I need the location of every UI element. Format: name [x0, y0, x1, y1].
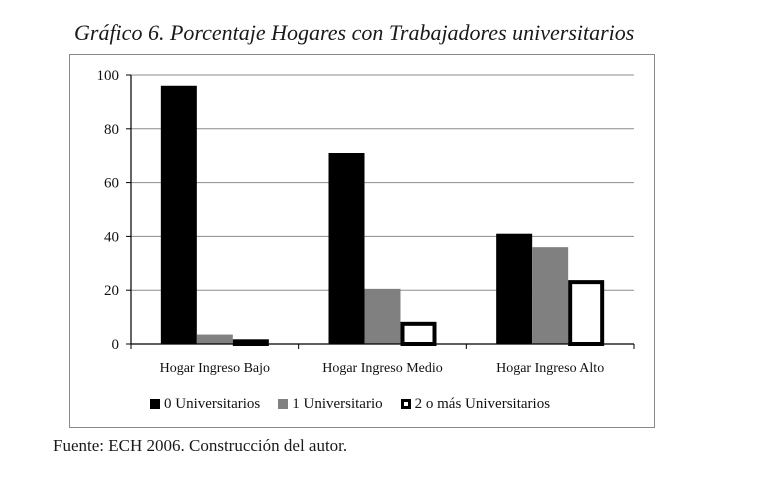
- legend-item-1-universitario: 1 Universitario: [278, 395, 383, 413]
- legend: 0 Universitarios 1 Universitario 2 o más…: [150, 394, 568, 414]
- bar-series-1-hogar-ingreso-alto: [532, 247, 569, 344]
- axes: [126, 74, 635, 349]
- legend-label-2-o-mas-universitarios: 2 o más Universitarios: [414, 395, 551, 412]
- bar-series-2-hogar-ingreso-medio: [400, 321, 437, 347]
- y-tick-label: 60: [104, 176, 119, 192]
- legend-swatch-0-universitarios: [150, 399, 160, 409]
- legend-item-2-o-mas-universitarios: 2 o más Universitarios: [400, 395, 551, 413]
- bar-series-2-hogar-ingreso-alto: [568, 280, 605, 347]
- y-tick-label: 20: [104, 283, 119, 299]
- bar-series-0-hogar-ingreso-bajo: [160, 85, 197, 344]
- chart-title: Gráfico 6. Porcentaje Hogares con Trabaj…: [74, 20, 635, 45]
- bar-series-0-hogar-ingreso-alto: [496, 233, 533, 344]
- axis-labels: 0 20 40 60 80 100 Hogar Ingreso Bajo Hogar Ingr…: [97, 68, 605, 376]
- bar-series-1-hogar-ingreso-medio: [364, 288, 401, 344]
- bar-series-0-hogar-ingreso-medio: [328, 153, 365, 344]
- x-category-label: Hogar Ingreso Alto: [496, 361, 604, 376]
- y-tick-label: 80: [104, 122, 119, 138]
- legend-swatch-2-o-mas-universitarios: [400, 399, 411, 409]
- legend-label-0-universitarios: 0 Universitarios: [164, 395, 261, 412]
- legend-item-0-universitarios: 0 Universitarios: [150, 396, 260, 413]
- y-tick-label: 40: [104, 229, 119, 245]
- source-note: Fuente: ECH 2006. Construcción del autor…: [53, 436, 348, 455]
- y-tick-label: 0: [112, 337, 120, 353]
- bars: [160, 85, 605, 347]
- x-category-label: Hogar Ingreso Bajo: [160, 361, 270, 376]
- legend-swatch-1-universitario: [278, 399, 289, 409]
- y-tick-label: 100: [97, 68, 120, 84]
- bar-series-1-hogar-ingreso-bajo: [196, 334, 233, 344]
- x-category-label: Hogar Ingreso Medio: [322, 361, 443, 376]
- chart-frame: [69, 54, 655, 428]
- legend-label-1-universitario: 1 Universitario: [292, 395, 383, 412]
